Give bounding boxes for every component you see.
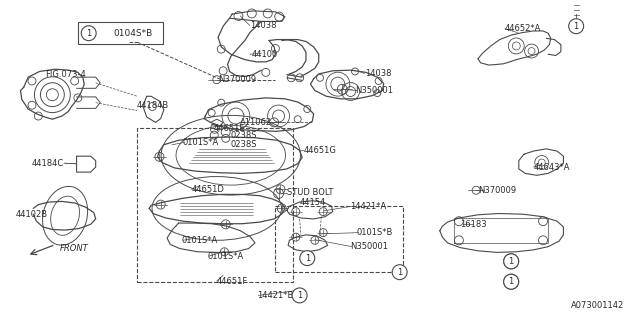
Text: 44100: 44100 xyxy=(252,50,278,59)
Bar xyxy=(275,206,403,272)
Text: 44651G: 44651G xyxy=(304,146,337,155)
Text: 44652*A: 44652*A xyxy=(505,24,541,33)
Text: 14038: 14038 xyxy=(365,69,391,78)
Bar xyxy=(78,22,163,44)
Text: 44102B: 44102B xyxy=(15,210,47,219)
Text: 1: 1 xyxy=(509,277,514,286)
Circle shape xyxy=(569,19,584,34)
Circle shape xyxy=(504,274,518,289)
Text: 44651E: 44651E xyxy=(214,124,245,132)
Text: 44154: 44154 xyxy=(300,197,326,206)
Text: 44643*A: 44643*A xyxy=(534,163,570,172)
Circle shape xyxy=(81,26,96,41)
Circle shape xyxy=(292,288,307,303)
Text: 1: 1 xyxy=(573,22,579,31)
Circle shape xyxy=(504,254,518,269)
Text: STUD BOLT: STUD BOLT xyxy=(287,188,333,197)
Text: 0101S*A: 0101S*A xyxy=(207,252,243,261)
Text: N350001: N350001 xyxy=(351,242,388,251)
Text: 14421*B: 14421*B xyxy=(257,291,294,300)
Text: 14038: 14038 xyxy=(250,21,276,30)
Text: 16183: 16183 xyxy=(460,220,487,229)
Text: 1: 1 xyxy=(297,291,302,300)
Text: A073001142: A073001142 xyxy=(572,301,625,310)
Circle shape xyxy=(300,251,315,266)
Text: 1: 1 xyxy=(397,268,403,277)
Text: 0238S: 0238S xyxy=(231,140,257,149)
Text: 44651D: 44651D xyxy=(191,185,224,194)
Text: A11062: A11062 xyxy=(241,118,273,127)
Text: FIG.073-4: FIG.073-4 xyxy=(45,70,86,79)
Bar xyxy=(137,128,293,282)
Text: 0101S*B: 0101S*B xyxy=(357,228,394,237)
Text: 0101S*A: 0101S*A xyxy=(183,138,220,147)
Circle shape xyxy=(392,265,407,280)
Text: FRONT: FRONT xyxy=(60,244,89,253)
Text: 1: 1 xyxy=(86,29,92,38)
Text: 0104S*B: 0104S*B xyxy=(113,29,152,38)
Text: 44651F: 44651F xyxy=(217,276,248,285)
Circle shape xyxy=(504,274,518,289)
Text: 44184C: 44184C xyxy=(32,159,64,168)
Text: 0238S: 0238S xyxy=(231,131,257,140)
Text: 0101S*A: 0101S*A xyxy=(182,236,218,245)
Text: 44184B: 44184B xyxy=(137,101,170,110)
Text: 1: 1 xyxy=(509,257,514,266)
Text: N370009: N370009 xyxy=(478,186,516,195)
Text: 1: 1 xyxy=(305,254,310,263)
Text: 14421*A: 14421*A xyxy=(351,202,387,211)
Text: N370009: N370009 xyxy=(218,75,256,84)
Circle shape xyxy=(504,254,518,269)
Text: N350001: N350001 xyxy=(355,86,393,95)
